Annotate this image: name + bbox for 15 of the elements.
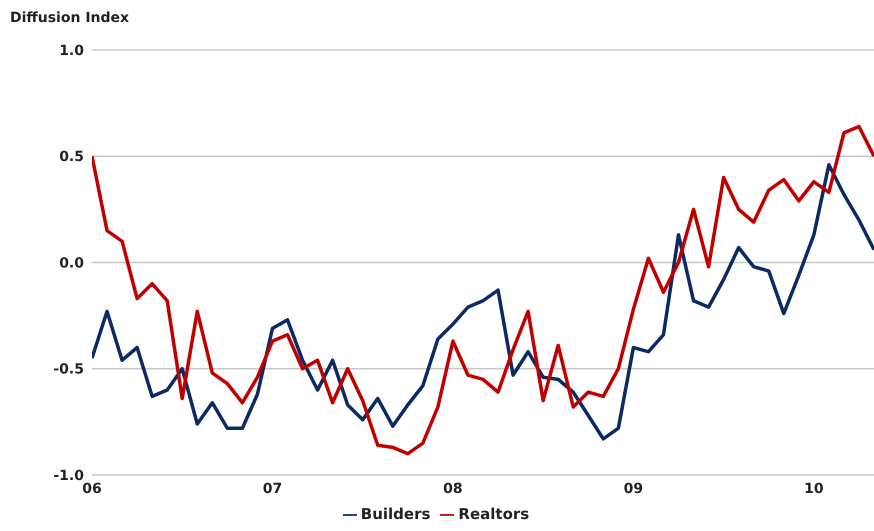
y-tick-label: 0.0: [59, 255, 84, 272]
line-series: [92, 124, 874, 456]
y-tick-label: 1.0: [59, 42, 84, 59]
x-tick-label: 06: [82, 480, 102, 497]
y-tick-label: -1.0: [53, 468, 84, 484]
y-tick-label: 0.5: [59, 149, 84, 166]
x-tick-label: 09: [624, 480, 644, 497]
x-tick-label: 10: [804, 480, 824, 497]
legend-label: Builders: [360, 505, 430, 523]
line-series: [92, 163, 874, 441]
x-tick-label: 08: [443, 480, 463, 497]
y-axis-title: Diffusion Index: [10, 10, 130, 26]
legend-label: Realtors: [458, 505, 530, 523]
x-tick-label: 07: [262, 480, 282, 497]
y-tick-label: -0.5: [53, 362, 84, 378]
